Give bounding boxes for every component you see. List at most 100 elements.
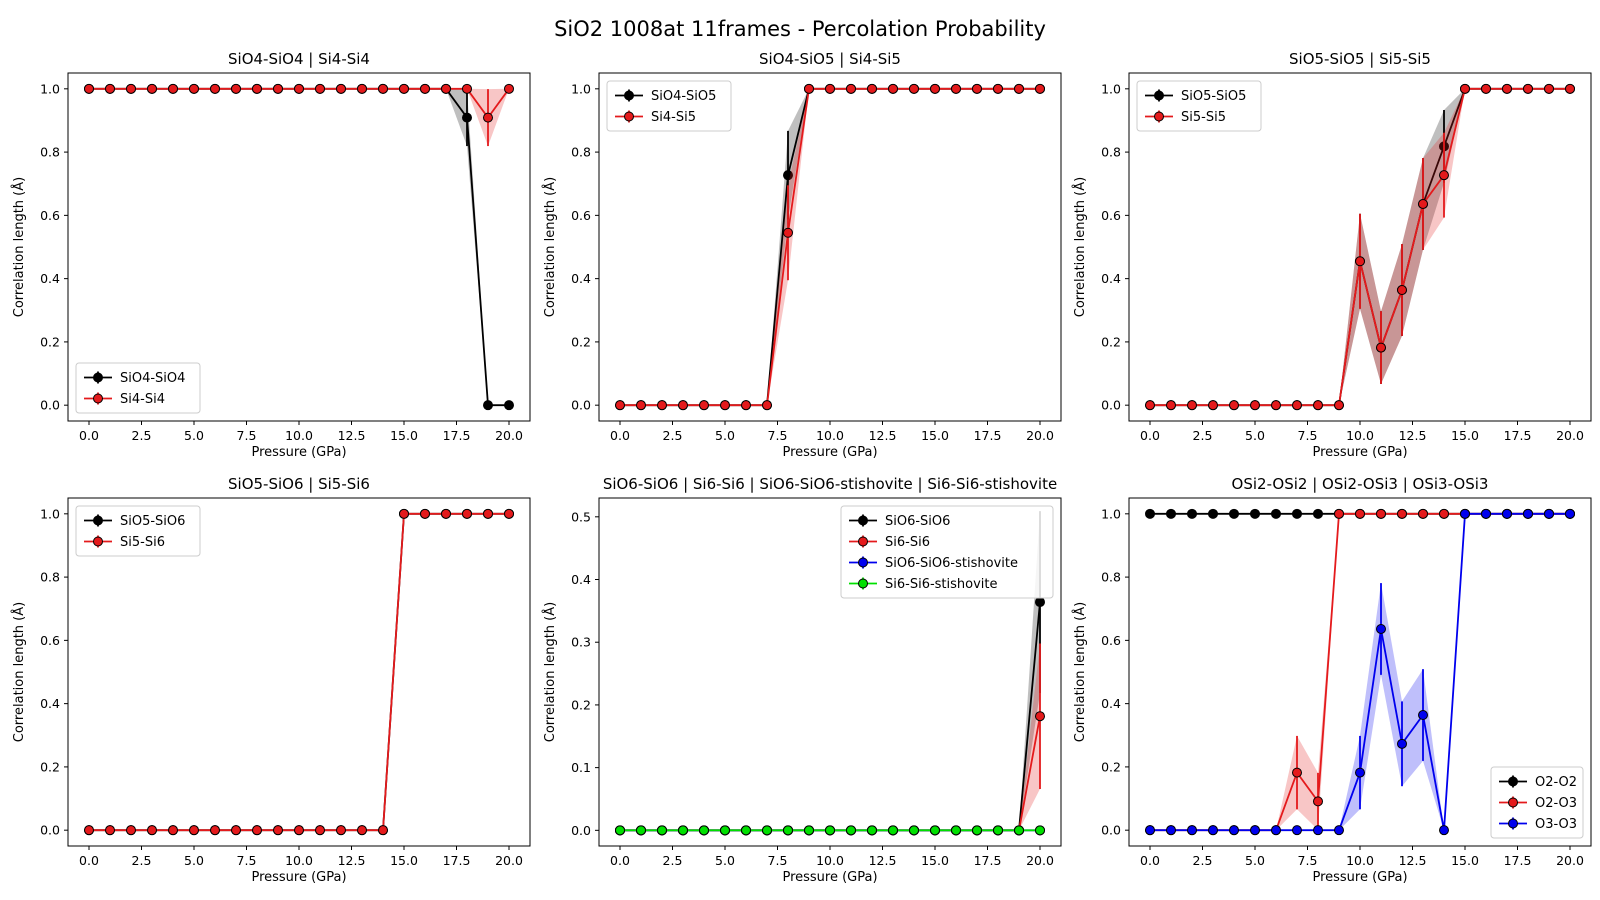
data-point (1544, 83, 1554, 94)
data-point (378, 825, 388, 836)
x-tick-label: 2.5 (1193, 428, 1213, 443)
x-tick-label: 0.0 (610, 853, 630, 868)
data-point (993, 83, 1003, 94)
legend-box (75, 362, 201, 414)
y-tick-label: 0.8 (40, 145, 60, 160)
data-point (657, 400, 667, 411)
data-point (294, 825, 304, 836)
data-point (1271, 400, 1281, 411)
legend-swatch-marker (858, 536, 868, 547)
data-point (1313, 508, 1323, 519)
x-tick-label: 15.0 (1451, 853, 1479, 868)
data-point (909, 825, 919, 836)
x-tick-label: 15.0 (1451, 428, 1479, 443)
data-point (615, 825, 625, 836)
data-point (783, 227, 793, 238)
data-point (1035, 711, 1045, 722)
y-tick-label: 1.0 (40, 81, 60, 96)
x-tick-label: 20.0 (1556, 853, 1584, 868)
panels: 0.0 2.5 5.0 7.5 10.0 12.5 15.0 17.5 20.00.00.20.… (11, 50, 1592, 885)
data-point (762, 825, 772, 836)
data-point (168, 825, 178, 836)
data-point (1376, 342, 1386, 353)
data-point (1355, 256, 1365, 267)
data-point (678, 825, 688, 836)
data-point (1250, 825, 1260, 836)
plot-data (615, 511, 1045, 836)
legend-swatch-marker (858, 557, 868, 568)
legend-label: Si6-Si6 (885, 535, 930, 550)
data-point (252, 83, 262, 94)
x-tick-label: 20.0 (1026, 853, 1054, 868)
legend: SiO5-SiO6 Si5-Si6 (75, 505, 201, 557)
x-tick-label: 7.5 (768, 428, 788, 443)
data-point (462, 508, 472, 519)
legend-swatch-marker (93, 515, 103, 526)
x-tick-label: 7.5 (1298, 428, 1318, 443)
legend-label: O2-O2 (1535, 775, 1577, 790)
data-point (888, 83, 898, 94)
x-tick-label: 5.0 (715, 853, 735, 868)
data-point (1166, 825, 1176, 836)
data-point (636, 825, 646, 836)
x-tick-label: 10.0 (816, 428, 844, 443)
y-tick-label: 0.6 (40, 633, 60, 648)
x-tick-label: 10.0 (285, 428, 313, 443)
data-point (720, 825, 730, 836)
y-axis-label: Correlation length (Å) (11, 602, 27, 742)
x-tick-label: 12.5 (869, 853, 897, 868)
data-point (147, 83, 157, 94)
legend-label: SiO5-SiO5 (1181, 89, 1246, 104)
x-axis-label: Pressure (GPa) (1312, 870, 1407, 885)
y-axis-label: Correlation length (Å) (542, 177, 558, 317)
legend-swatch-marker (1154, 90, 1164, 101)
data-point (678, 400, 688, 411)
chart-title: SiO4-SiO5 | Si4-Si5 (759, 50, 901, 68)
legend-swatch-marker (1154, 111, 1164, 122)
y-tick-label: 1.0 (571, 81, 591, 96)
y-tick-label: 0.0 (40, 823, 60, 838)
data-point (399, 83, 409, 94)
data-point (1166, 508, 1176, 519)
data-point (1271, 508, 1281, 519)
data-point (1187, 508, 1197, 519)
y-tick-label: 0.8 (1101, 145, 1121, 160)
data-point (1439, 825, 1449, 836)
y-tick-label: 0.5 (571, 509, 591, 524)
data-point (357, 83, 367, 94)
data-point (147, 825, 157, 836)
data-point (972, 825, 982, 836)
chart-title: SiO5-SiO5 | Si5-Si5 (1289, 50, 1431, 68)
data-point (105, 825, 115, 836)
y-tick-label: 0.2 (40, 759, 60, 774)
data-point (699, 825, 709, 836)
data-point (741, 825, 751, 836)
y-tick-label: 0.4 (40, 271, 60, 286)
data-point (168, 83, 178, 94)
series-O3-O3 (1145, 508, 1575, 836)
x-tick-label: 0.0 (610, 428, 630, 443)
x-tick-label: 0.0 (1140, 853, 1160, 868)
legend: O2-O2 O2-O3 O3-O3 (1490, 766, 1584, 839)
data-point (1292, 508, 1302, 519)
x-tick-label: 5.0 (715, 428, 735, 443)
data-point (846, 83, 856, 94)
data-point (1187, 825, 1197, 836)
y-tick-label: 0.6 (1101, 208, 1121, 223)
legend-swatch-marker (858, 515, 868, 526)
data-point (1355, 767, 1365, 778)
y-tick-label: 0.8 (1101, 570, 1121, 585)
plot-data (84, 83, 514, 411)
legend-box (1136, 80, 1262, 132)
data-point (441, 508, 451, 519)
x-tick-label: 10.0 (285, 853, 313, 868)
legend-label: Si4-Si4 (120, 392, 165, 407)
data-point (699, 400, 709, 411)
data-point (84, 83, 94, 94)
data-point (294, 83, 304, 94)
data-point (1334, 400, 1344, 411)
y-tick-label: 0.4 (1101, 696, 1121, 711)
x-tick-label: 2.5 (663, 853, 683, 868)
data-point (420, 508, 430, 519)
